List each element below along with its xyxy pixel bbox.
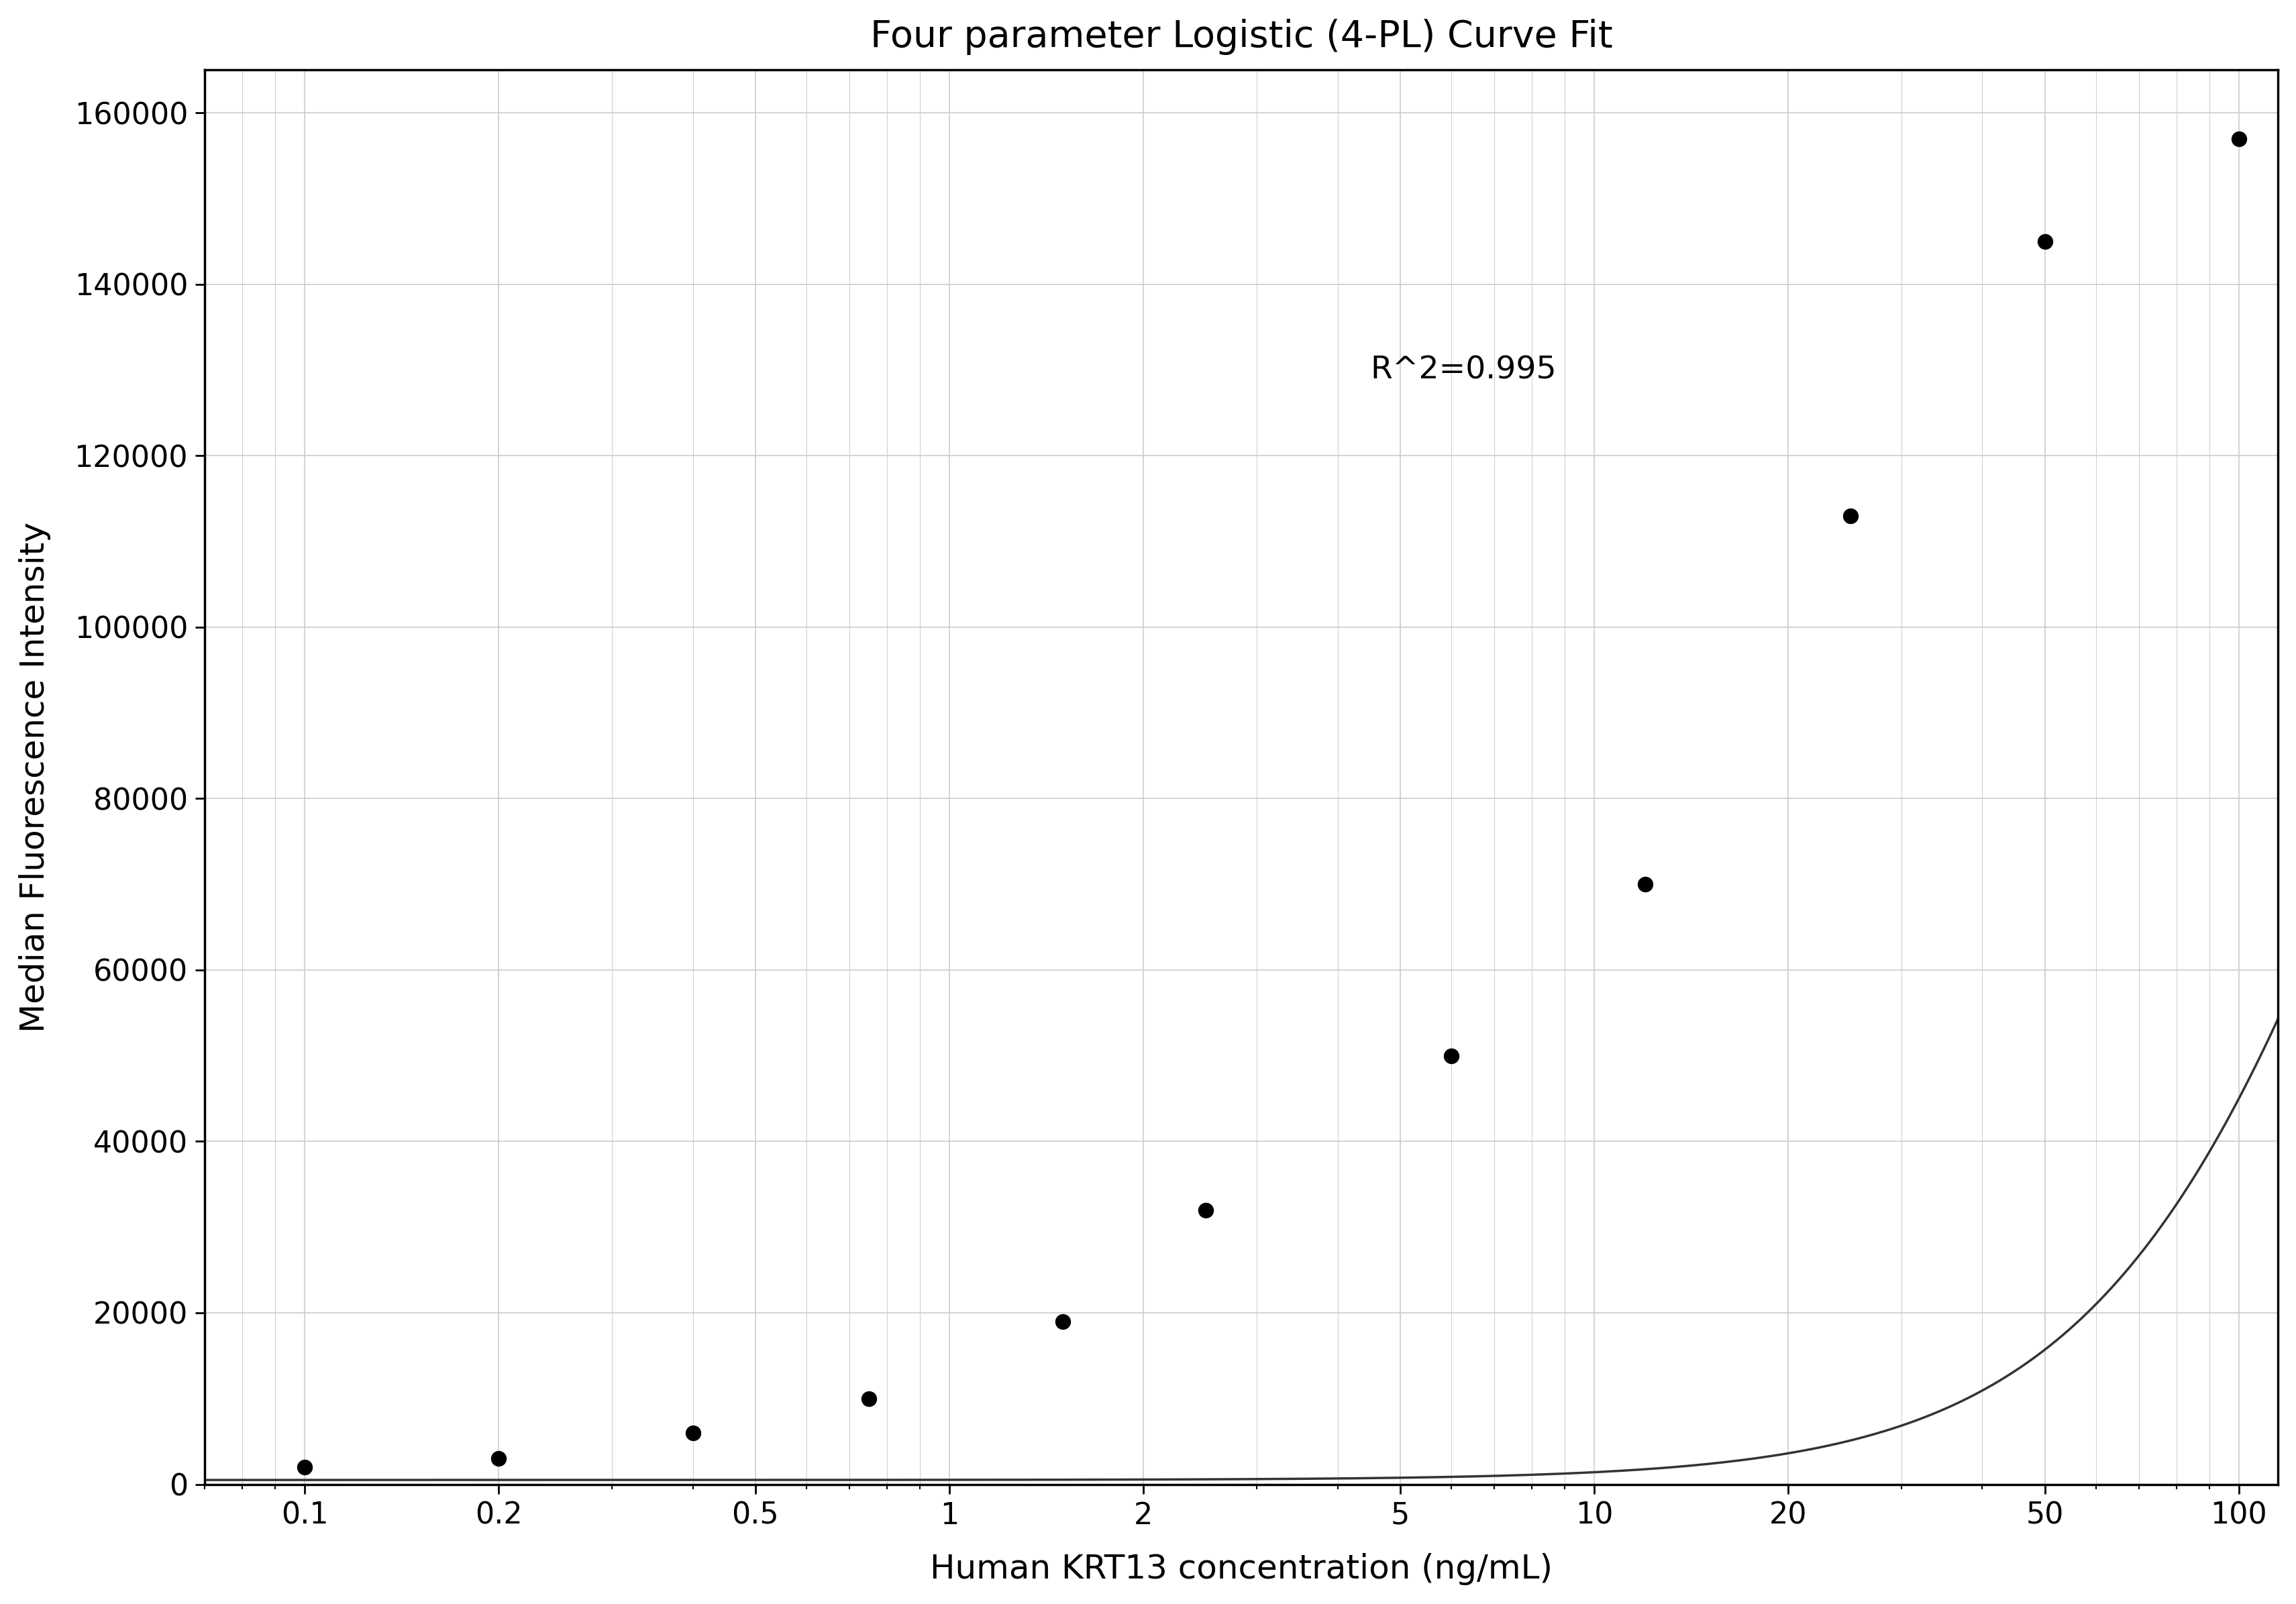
Point [287, 1455, 324, 1480]
Point [2220, 125, 2257, 151]
Point [1433, 1043, 1469, 1068]
Point [1045, 1309, 1081, 1335]
Text: R^2=0.995: R^2=0.995 [1371, 354, 1557, 385]
Point [1832, 504, 1869, 529]
Title: Four parameter Logistic (4-PL) Curve Fit: Four parameter Logistic (4-PL) Curve Fit [870, 19, 1612, 55]
Point [1187, 1197, 1224, 1222]
Point [480, 1445, 517, 1471]
Point [850, 1386, 886, 1412]
X-axis label: Human KRT13 concentration (ng/mL): Human KRT13 concentration (ng/mL) [930, 1553, 1552, 1585]
Point [2025, 229, 2062, 255]
Y-axis label: Median Fluorescence Intensity: Median Fluorescence Intensity [18, 521, 51, 1033]
Point [1626, 871, 1662, 897]
Point [675, 1420, 712, 1445]
